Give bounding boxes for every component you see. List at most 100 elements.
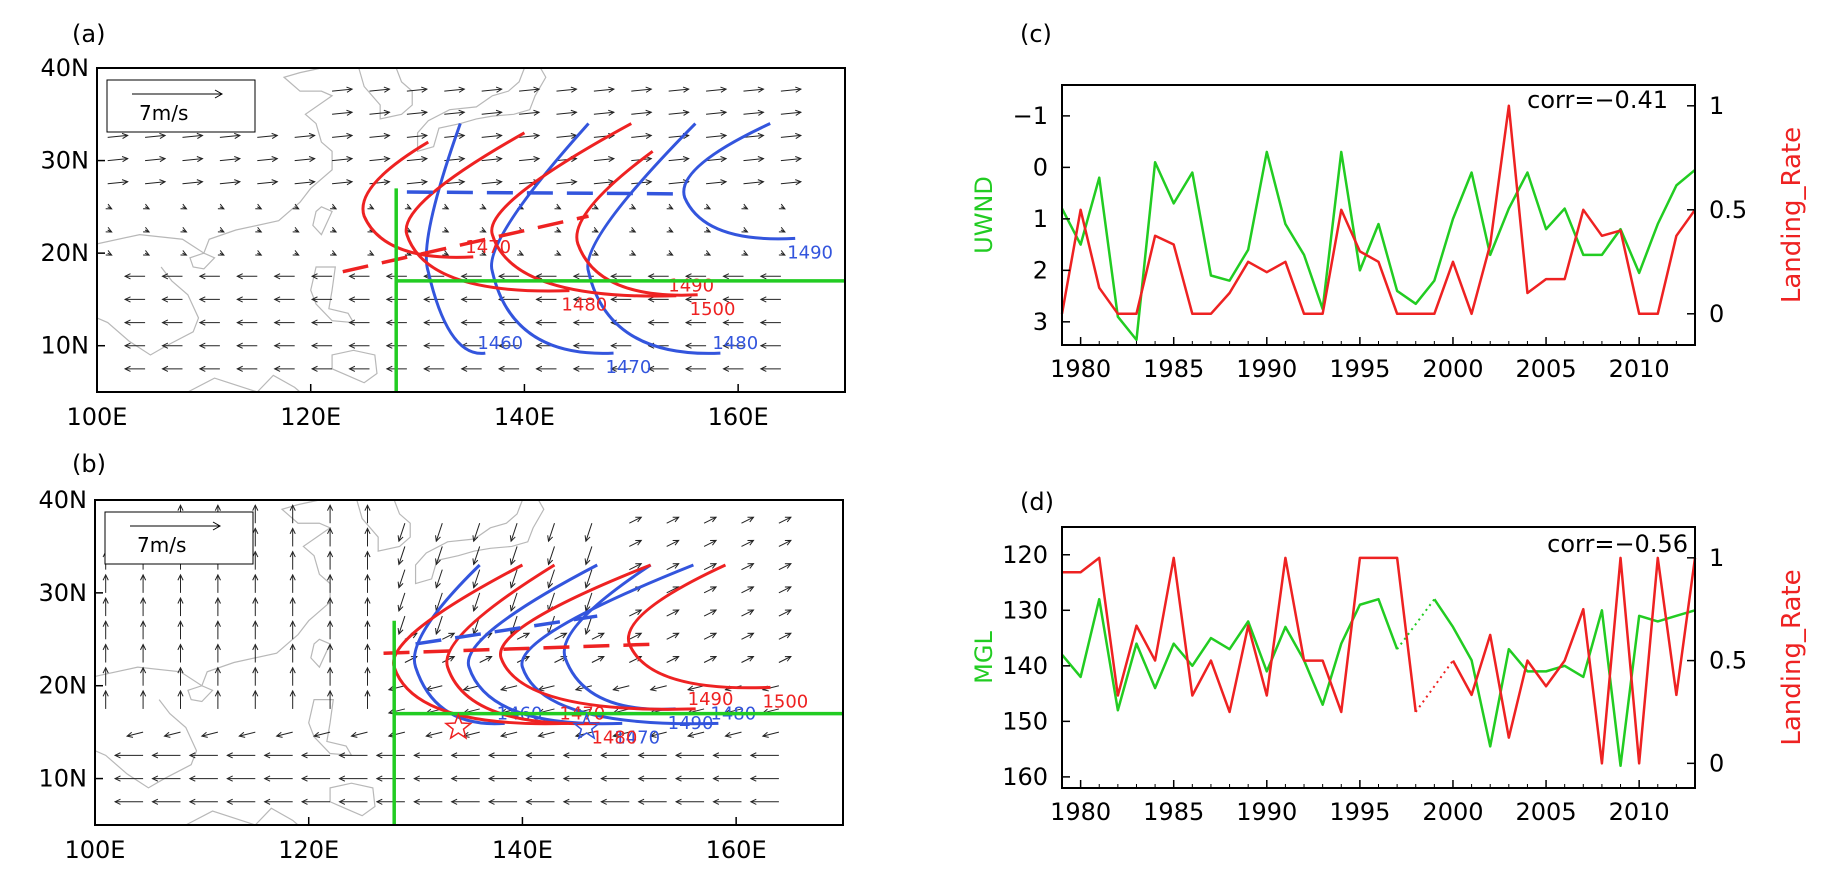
- wind-vector: [219, 181, 240, 185]
- panel-label: (d): [1020, 488, 1054, 516]
- wind-vector: [725, 731, 742, 737]
- wind-vector: [585, 615, 593, 635]
- borneo-coastline: [187, 374, 301, 393]
- wind-vector-head: [300, 752, 308, 759]
- wind-vector-head: [722, 342, 730, 349]
- wind-vector-head: [562, 775, 570, 782]
- wind-vector-head: [421, 156, 429, 163]
- wind-vector: [406, 88, 427, 92]
- wind-vector-head: [647, 296, 655, 303]
- wind-vector-head: [635, 563, 643, 569]
- wind-vector-head: [423, 365, 430, 372]
- contour-label: 1500: [762, 691, 808, 712]
- wind-vector-head: [570, 86, 578, 93]
- wind-vector-head: [330, 203, 338, 210]
- wind-vector-head: [159, 156, 167, 163]
- wind-vector: [548, 569, 555, 588]
- wind-vector-head: [196, 179, 204, 186]
- wind-vector-head: [312, 731, 321, 738]
- wind-vector-head: [572, 273, 580, 280]
- indochina-coastline: [96, 266, 200, 356]
- y-right-tick-label: 0: [1709, 749, 1724, 777]
- wind-vector: [593, 111, 614, 115]
- wind-vector-head: [348, 296, 356, 303]
- wind-vector: [426, 731, 443, 737]
- wind-vector-head: [367, 203, 375, 210]
- y-left-tick-label: 130: [1002, 596, 1048, 624]
- x-tick-label: 2005: [1516, 355, 1577, 383]
- wind-vector-head: [591, 203, 599, 210]
- wind-vector-head: [458, 86, 466, 93]
- wind-vector-head: [572, 296, 580, 303]
- wind-vector-head: [177, 596, 184, 604]
- x-tick-label: 120E: [278, 836, 339, 864]
- wind-vector-head: [289, 527, 296, 535]
- wind-vector: [406, 181, 427, 185]
- wind-vector-head: [289, 689, 296, 697]
- wind-vector-head: [666, 226, 674, 233]
- y-right-tick-label: 1: [1709, 544, 1724, 572]
- wind-vector: [780, 111, 801, 115]
- wind-vector: [435, 546, 443, 565]
- wind-vector-head: [330, 250, 338, 256]
- wind-vector: [585, 546, 593, 565]
- wind-vector: [556, 88, 577, 92]
- wind-vector-head: [252, 643, 259, 651]
- wind-vector-head: [397, 558, 404, 566]
- wind-vector-head: [712, 775, 720, 782]
- wind-vector-head: [123, 342, 131, 349]
- y-right-tick-label: 0: [1709, 300, 1724, 328]
- wind-vector-head: [724, 731, 732, 738]
- wind-vector-head: [795, 156, 803, 163]
- wind-vector-head: [448, 632, 456, 639]
- wind-vector-head: [525, 775, 533, 782]
- wind-vector-head: [722, 319, 730, 326]
- contour-1480-red: [404, 131, 570, 293]
- wind-vector-head: [574, 685, 582, 692]
- x-tick-label: 2005: [1516, 798, 1577, 826]
- wind-vector-head: [196, 132, 204, 139]
- wind-vector-head: [784, 516, 792, 523]
- wind-vector: [762, 685, 780, 691]
- wind-vector-head: [757, 156, 765, 163]
- wind-vector-head: [214, 504, 221, 511]
- wind-vector-head: [188, 752, 196, 759]
- wind-vector: [294, 181, 315, 185]
- wind-vector-head: [180, 226, 188, 233]
- ridge-line: [406, 190, 685, 196]
- wind-vector-head: [749, 752, 757, 759]
- y-left-tick-label: 160: [1002, 763, 1048, 791]
- wind-vector: [388, 731, 406, 737]
- wind-vector-head: [759, 296, 767, 303]
- wind-vector-head: [102, 620, 109, 627]
- wind-vector-head: [629, 226, 637, 233]
- wind-vector-head: [292, 203, 300, 210]
- wind-vector-head: [385, 296, 393, 303]
- wind-vector: [585, 569, 593, 588]
- wind-vector: [406, 134, 427, 138]
- wind-vector: [164, 731, 181, 737]
- wind-vector-head: [684, 319, 692, 326]
- wind-vector-head: [795, 109, 803, 116]
- wind-vector: [741, 586, 754, 594]
- wind-vector-head: [747, 655, 755, 662]
- wind-vector-head: [397, 604, 404, 612]
- wind-vector-head: [610, 365, 617, 372]
- wind-vector-head: [161, 365, 169, 372]
- wind-vector: [481, 111, 502, 115]
- wind-vector-head: [684, 296, 692, 303]
- wind-vector-head: [234, 132, 242, 139]
- wind-vector-head: [672, 609, 680, 616]
- wind-vector: [703, 516, 717, 524]
- wind-vector-head: [784, 609, 792, 616]
- wind-vector-head: [188, 775, 196, 782]
- wind-vector-head: [741, 226, 749, 233]
- wind-vector-head: [525, 798, 533, 805]
- wind-vector: [778, 586, 792, 594]
- wind-vector: [591, 656, 605, 663]
- wind-vector-head: [180, 250, 188, 256]
- wind-vector-head: [383, 132, 391, 139]
- wind-vector: [650, 731, 667, 737]
- contour-1490-blue: [562, 563, 676, 711]
